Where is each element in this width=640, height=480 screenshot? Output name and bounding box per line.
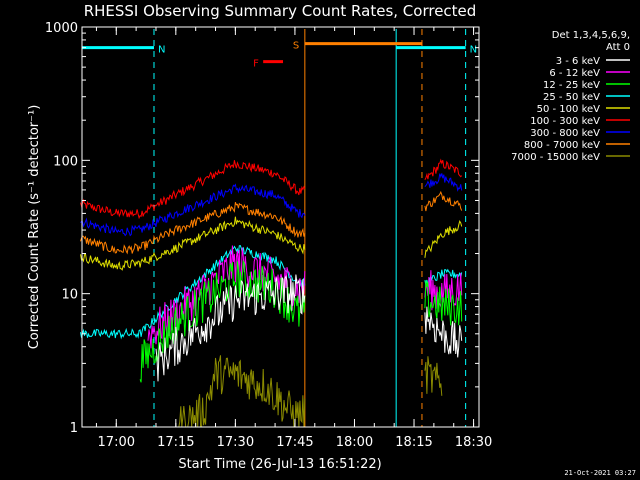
series-trace bbox=[80, 245, 306, 340]
legend-label: 25 - 50 keV bbox=[543, 92, 600, 103]
x-tick-label: 17:30 bbox=[217, 435, 254, 450]
series-trace bbox=[147, 245, 306, 349]
series-trace bbox=[424, 270, 463, 311]
legend-label: 300 - 800 keV bbox=[530, 128, 600, 139]
y-tick-label: 1000 bbox=[45, 21, 78, 36]
legend-label: 6 - 12 keV bbox=[549, 68, 600, 79]
annotation-label-SAA: S bbox=[293, 41, 299, 52]
legend-label: 50 - 100 keV bbox=[537, 104, 601, 115]
x-tick-label: 17:00 bbox=[98, 435, 135, 450]
legend-label: 3 - 6 keV bbox=[556, 56, 600, 67]
series-trace bbox=[424, 280, 463, 326]
legend-label: 12 - 25 keV bbox=[543, 80, 600, 91]
annotation-label-flare: F bbox=[253, 59, 259, 70]
footer-timestamp: 21-Oct-2021 03:27 bbox=[564, 469, 636, 477]
chart-title: RHESSI Observing Summary Count Rates, Co… bbox=[84, 2, 477, 20]
annotation-label-night: N bbox=[158, 45, 165, 56]
series-trace bbox=[424, 306, 463, 358]
series-trace bbox=[175, 355, 306, 428]
legend-label: 100 - 300 keV bbox=[530, 116, 600, 127]
legend-header: Att 0 bbox=[606, 42, 630, 53]
series-trace bbox=[424, 356, 443, 396]
x-tick-label: 17:15 bbox=[157, 435, 194, 450]
y-tick-label: 10 bbox=[61, 288, 78, 303]
series-trace bbox=[80, 160, 306, 220]
series-trace bbox=[424, 190, 463, 212]
y-axis-label: Corrected Count Rate (s⁻¹ detector⁻¹) bbox=[27, 105, 42, 350]
series-trace bbox=[424, 173, 463, 192]
series-trace bbox=[80, 216, 306, 271]
legend-label: 800 - 7000 keV bbox=[524, 140, 600, 151]
x-tick-label: 18:00 bbox=[336, 435, 373, 450]
x-tick-label: 18:30 bbox=[455, 435, 492, 450]
plot-frame bbox=[81, 26, 480, 428]
series-trace bbox=[80, 202, 306, 255]
x-tick-label: 18:15 bbox=[395, 435, 432, 450]
series-trace bbox=[424, 219, 463, 258]
series-trace bbox=[155, 274, 306, 382]
series-trace bbox=[424, 158, 463, 181]
annotation-label-night: N bbox=[470, 45, 477, 56]
y-tick-label: 100 bbox=[53, 154, 78, 169]
x-tick-label: 17:45 bbox=[276, 435, 313, 450]
y-tick-label: 1 bbox=[70, 421, 78, 436]
legend-label: 7000 - 15000 keV bbox=[511, 152, 600, 163]
series-trace bbox=[80, 183, 306, 237]
x-axis-label: Start Time (26-Jul-13 16:51:22) bbox=[178, 457, 381, 472]
legend-header: Det 1,3,4,5,6,9, bbox=[552, 30, 630, 41]
